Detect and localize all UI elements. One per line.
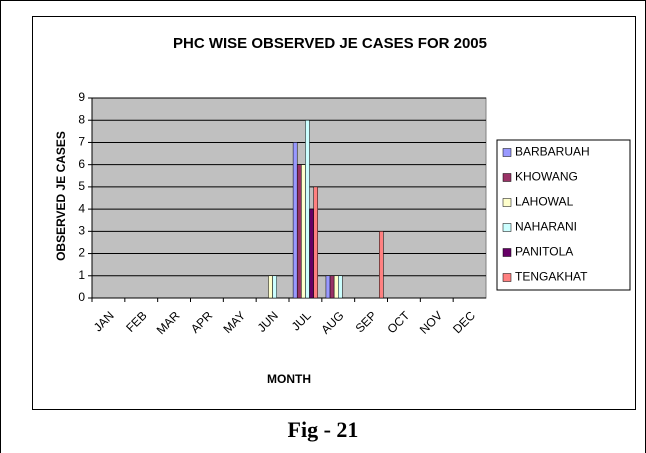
y-tick-label: 5 bbox=[78, 179, 85, 193]
y-tick-label: 6 bbox=[78, 157, 85, 171]
legend-label: NAHARANI bbox=[515, 220, 577, 234]
x-axis-title: MONTH bbox=[267, 372, 311, 386]
legend-swatch bbox=[502, 173, 512, 182]
legend-swatch bbox=[502, 273, 512, 282]
bar bbox=[333, 275, 339, 299]
legend-label: TENGAKHAT bbox=[515, 270, 588, 284]
legend-swatch bbox=[502, 248, 512, 257]
legend-swatch bbox=[502, 148, 512, 157]
bar bbox=[313, 186, 318, 299]
legend-swatch bbox=[502, 198, 512, 207]
y-tick-label: 4 bbox=[78, 201, 85, 215]
y-tick-label: 9 bbox=[78, 90, 85, 104]
legend-swatch bbox=[502, 223, 512, 232]
legend-label: KHOWANG bbox=[515, 170, 578, 184]
bar bbox=[292, 142, 298, 299]
bar bbox=[379, 231, 384, 299]
figure-caption: Fig - 21 bbox=[288, 417, 359, 442]
bar bbox=[329, 275, 335, 299]
plot-area bbox=[91, 97, 487, 299]
y-tick-label: 0 bbox=[78, 290, 85, 304]
legend-label: PANITOLA bbox=[515, 245, 573, 259]
bar bbox=[301, 164, 306, 299]
legend-label: BARBARUAH bbox=[515, 145, 590, 159]
bar bbox=[268, 275, 273, 299]
y-tick-label: 1 bbox=[78, 268, 85, 282]
legend-label: LAHOWAL bbox=[515, 195, 574, 209]
chart-title: PHC WISE OBSERVED JE CASES FOR 2005 bbox=[173, 35, 487, 52]
bar bbox=[325, 275, 331, 299]
bar bbox=[338, 275, 343, 299]
bar bbox=[272, 275, 277, 299]
y-tick-label: 2 bbox=[78, 246, 85, 260]
bar bbox=[305, 119, 310, 299]
y-axis-title: OBSERVED JE CASES bbox=[54, 131, 68, 261]
legend-box bbox=[496, 139, 631, 291]
bar bbox=[296, 164, 302, 299]
y-tick-label: 8 bbox=[78, 112, 85, 126]
y-tick-label: 7 bbox=[78, 135, 85, 149]
y-tick-label: 3 bbox=[78, 224, 85, 238]
bar bbox=[309, 208, 314, 299]
